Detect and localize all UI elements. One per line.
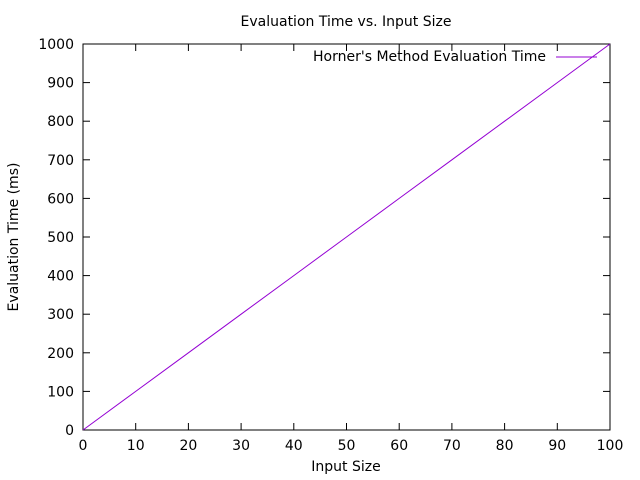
x-tick-label-70: 70 (443, 438, 461, 454)
x-tick-label-40: 40 (285, 438, 303, 454)
y-tick-label-200: 200 (47, 346, 74, 362)
legend-label: Horner's Method Evaluation Time (313, 49, 546, 65)
y-tick-label-800: 800 (47, 114, 74, 130)
x-tick-label-80: 80 (496, 438, 514, 454)
y-tick-label-600: 600 (47, 191, 74, 207)
x-tick-label-20: 20 (179, 438, 197, 454)
y-tick-label-500: 500 (47, 230, 74, 246)
y-axis-label: Evaluation Time (ms) (6, 163, 22, 312)
y-tick-label-400: 400 (47, 269, 74, 285)
x-tick-label-60: 60 (390, 438, 408, 454)
series-line-0 (82, 43, 611, 431)
legend: Horner's Method Evaluation Time (313, 49, 597, 65)
y-ticks: 0 100 200 300 400 500 600 700 800 900 1000 (38, 37, 610, 439)
x-tick-label-50: 50 (338, 438, 356, 454)
y-tick-label-1000: 1000 (38, 37, 74, 53)
x-tick-label-10: 10 (127, 438, 145, 454)
x-tick-label-100: 100 (597, 438, 624, 454)
chart-title: Evaluation Time vs. Input Size (241, 14, 452, 30)
y-tick-label-700: 700 (47, 153, 74, 169)
x-axis-label: Input Size (311, 459, 380, 475)
x-tick-label-30: 30 (232, 438, 250, 454)
x-ticks: 0 10 20 30 40 50 60 70 80 90 100 (79, 44, 624, 454)
y-tick-label-100: 100 (47, 384, 74, 400)
y-tick-label-0: 0 (65, 423, 74, 439)
series-layer (82, 43, 611, 431)
y-tick-label-300: 300 (47, 307, 74, 323)
y-tick-label-900: 900 (47, 76, 74, 92)
x-tick-label-0: 0 (79, 438, 88, 454)
x-tick-label-90: 90 (548, 438, 566, 454)
